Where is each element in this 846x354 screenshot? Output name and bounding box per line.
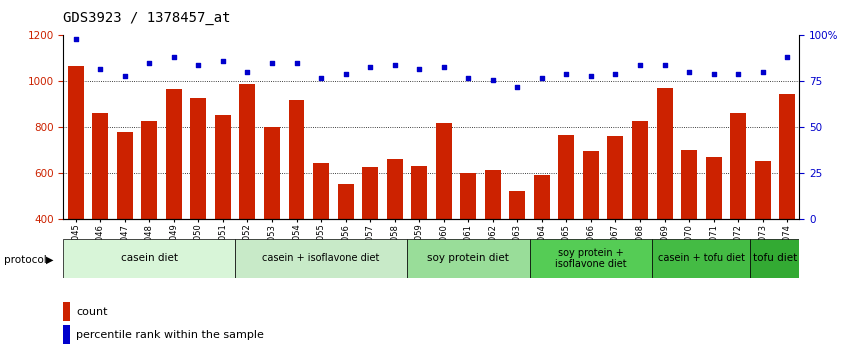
Bar — [558, 135, 574, 219]
Text: casein diet: casein diet — [121, 253, 178, 263]
Bar — [190, 98, 206, 219]
Point — [387, 62, 401, 68]
Bar — [235, 239, 407, 278]
Point — [191, 62, 205, 68]
Bar — [750, 239, 799, 278]
Point — [265, 60, 278, 66]
Bar — [92, 113, 108, 219]
Point — [657, 62, 671, 68]
Text: casein + isoflavone diet: casein + isoflavone diet — [262, 253, 380, 263]
Point — [118, 73, 131, 79]
Bar — [215, 115, 231, 219]
Point — [240, 69, 254, 75]
Point — [93, 66, 107, 72]
Text: tofu diet: tofu diet — [753, 253, 797, 263]
Point — [216, 58, 229, 64]
Bar — [362, 166, 378, 219]
Bar — [534, 175, 550, 219]
Text: count: count — [76, 307, 107, 317]
Text: ▶: ▶ — [46, 255, 53, 265]
Point — [633, 62, 646, 68]
Point — [69, 36, 82, 42]
Bar — [607, 136, 624, 219]
Text: soy protein diet: soy protein diet — [427, 253, 509, 263]
Bar — [68, 67, 84, 219]
Bar — [264, 127, 280, 219]
Point — [363, 64, 376, 69]
Bar — [656, 88, 673, 219]
Text: protocol: protocol — [4, 255, 47, 265]
Bar — [338, 184, 354, 219]
Point — [461, 75, 475, 81]
Bar — [652, 239, 750, 278]
Point — [314, 75, 327, 81]
Text: GDS3923 / 1378457_at: GDS3923 / 1378457_at — [63, 11, 231, 25]
Bar — [460, 173, 476, 219]
Bar — [166, 89, 182, 219]
Point — [437, 64, 450, 69]
Bar — [583, 151, 599, 219]
Bar — [239, 84, 255, 219]
Text: percentile rank within the sample: percentile rank within the sample — [76, 330, 264, 340]
Bar — [681, 150, 697, 219]
Point — [338, 71, 352, 77]
Bar — [407, 239, 530, 278]
Point — [682, 69, 695, 75]
Point — [510, 84, 524, 90]
Bar — [632, 120, 648, 219]
Bar — [485, 170, 501, 219]
Bar — [779, 94, 795, 219]
Bar — [387, 159, 403, 219]
Point — [412, 66, 426, 72]
Point — [780, 55, 794, 60]
Point — [584, 73, 597, 79]
Point — [755, 69, 769, 75]
Bar — [436, 123, 452, 219]
Bar — [530, 239, 652, 278]
Point — [731, 71, 744, 77]
Point — [167, 55, 180, 60]
Bar — [730, 113, 746, 219]
Bar — [117, 132, 133, 219]
Text: casein + tofu diet: casein + tofu diet — [658, 253, 744, 263]
Bar — [288, 100, 305, 219]
Bar — [63, 239, 235, 278]
Text: soy protein +
isoflavone diet: soy protein + isoflavone diet — [555, 247, 627, 269]
Bar — [411, 166, 427, 219]
Point — [706, 71, 720, 77]
Bar — [141, 121, 157, 219]
Point — [486, 77, 499, 82]
Point — [608, 71, 622, 77]
Point — [559, 71, 573, 77]
Point — [535, 75, 548, 81]
Point — [289, 60, 303, 66]
Point — [142, 60, 156, 66]
Bar — [706, 157, 722, 219]
Bar — [313, 163, 329, 219]
Bar — [755, 161, 771, 219]
Bar — [509, 191, 525, 219]
